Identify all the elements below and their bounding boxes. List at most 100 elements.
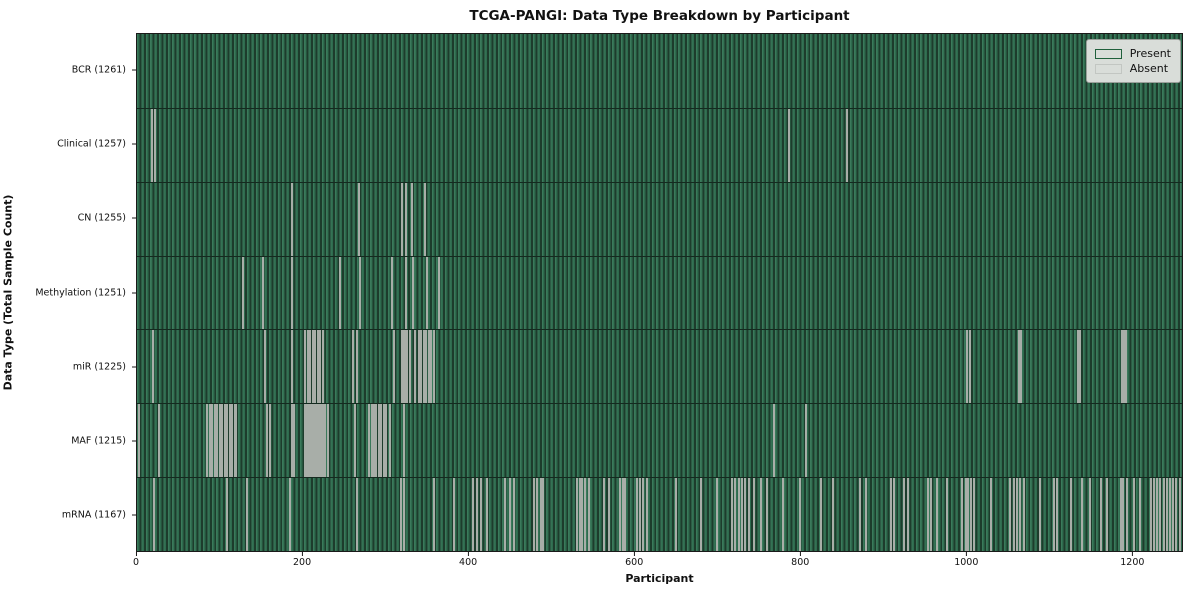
absent-stripe bbox=[289, 478, 292, 551]
absent-stripe bbox=[235, 404, 238, 478]
absent-stripe bbox=[674, 478, 677, 551]
absent-stripe bbox=[1080, 478, 1083, 551]
x-tick-mark bbox=[1131, 552, 1133, 556]
absent-stripe bbox=[402, 404, 405, 478]
absent-stripe bbox=[377, 404, 380, 478]
x-tick-mark bbox=[135, 552, 137, 556]
absent-stripe bbox=[228, 404, 231, 478]
absent-stripe bbox=[619, 478, 622, 551]
absent-stripe bbox=[536, 478, 539, 551]
absent-stripe bbox=[1162, 478, 1165, 551]
absent-stripe bbox=[373, 404, 375, 478]
x-tick-label: 400 bbox=[459, 557, 478, 568]
absent-stripe bbox=[542, 478, 545, 551]
absent-stripe bbox=[716, 478, 719, 551]
absent-stripe bbox=[906, 478, 909, 551]
legend-swatch-absent-icon bbox=[1094, 63, 1122, 74]
absent-stripe bbox=[151, 330, 154, 404]
absent-stripe bbox=[967, 478, 970, 551]
absent-stripe bbox=[642, 478, 645, 551]
absent-stripe bbox=[859, 478, 862, 551]
absent-stripe bbox=[216, 404, 219, 478]
heatmap-row-maf bbox=[137, 403, 1182, 478]
heatmap-row-bcr bbox=[137, 34, 1182, 108]
x-tick-mark bbox=[633, 552, 635, 556]
absent-stripe bbox=[576, 478, 579, 551]
absent-stripe bbox=[426, 256, 429, 330]
x-tick: 600 bbox=[625, 552, 643, 568]
absent-stripe bbox=[339, 256, 342, 330]
absent-stripe bbox=[753, 478, 756, 551]
absent-stripe bbox=[319, 404, 322, 478]
absent-stripe bbox=[326, 404, 329, 478]
y-tick-mark bbox=[132, 217, 136, 219]
absent-stripe bbox=[961, 478, 964, 551]
absent-stripe bbox=[307, 404, 310, 478]
absent-stripe bbox=[935, 478, 938, 551]
x-tick-label: 1000 bbox=[954, 557, 979, 568]
absent-stripe bbox=[312, 404, 315, 478]
absent-stripe bbox=[1020, 330, 1023, 404]
absent-stripe bbox=[315, 404, 318, 478]
absent-stripe bbox=[401, 182, 404, 256]
absent-stripe bbox=[427, 330, 430, 404]
absent-stripe bbox=[929, 478, 932, 551]
heatmap-row-mir bbox=[137, 329, 1182, 404]
legend-label-present: Present bbox=[1129, 47, 1171, 60]
absent-stripe bbox=[314, 330, 317, 404]
absent-stripe bbox=[226, 404, 229, 478]
absent-stripe bbox=[1149, 478, 1152, 551]
absent-stripe bbox=[1119, 478, 1122, 551]
absent-stripe bbox=[1089, 478, 1091, 551]
absent-stripe bbox=[969, 478, 972, 551]
absent-stripe bbox=[926, 478, 929, 551]
absent-stripe bbox=[409, 330, 412, 404]
absent-stripe bbox=[422, 330, 425, 404]
x-tick: 1200 bbox=[1120, 552, 1144, 568]
absent-stripe bbox=[1069, 478, 1072, 551]
y-tick-label: mRNA (1167) bbox=[61, 509, 126, 521]
absent-stripe bbox=[584, 478, 587, 551]
absent-stripe bbox=[375, 404, 378, 478]
x-tick: 800 bbox=[791, 552, 809, 568]
absent-stripe bbox=[581, 478, 584, 551]
absent-stripe bbox=[1019, 478, 1022, 551]
y-tick-label: Clinical (1257) bbox=[57, 138, 126, 150]
absent-stripe bbox=[211, 404, 214, 478]
absent-stripe bbox=[479, 478, 482, 551]
absent-stripe bbox=[261, 256, 264, 330]
absent-stripe bbox=[404, 256, 407, 330]
y-axis: BCR (1261) Clinical (1257) CN (1255) Methyl… bbox=[0, 33, 136, 552]
absent-stripe bbox=[290, 330, 293, 404]
heatmap-row-clinical bbox=[137, 107, 1182, 182]
absent-stripe bbox=[138, 404, 141, 478]
absent-stripe bbox=[424, 182, 427, 256]
absent-stripe bbox=[322, 404, 325, 478]
absent-stripe bbox=[608, 478, 611, 551]
absent-stripe bbox=[402, 330, 405, 404]
absent-stripe bbox=[358, 182, 361, 256]
absent-stripe bbox=[508, 478, 511, 551]
absent-stripe bbox=[218, 404, 221, 478]
absent-stripe bbox=[782, 478, 785, 551]
y-tick-label: Methylation (1251) bbox=[35, 287, 126, 298]
absent-stripe bbox=[233, 404, 236, 478]
x-tick: 1000 bbox=[954, 552, 978, 568]
absent-stripe bbox=[819, 478, 822, 551]
absent-stripe bbox=[731, 478, 733, 551]
absent-stripe bbox=[317, 404, 320, 478]
absent-stripe bbox=[293, 404, 296, 478]
absent-stripe bbox=[352, 330, 355, 404]
absent-stripe bbox=[311, 330, 314, 404]
absent-stripe bbox=[304, 404, 307, 478]
legend-item-absent: Absent bbox=[1094, 62, 1171, 75]
absent-stripe bbox=[305, 404, 308, 478]
absent-stripe bbox=[268, 404, 271, 478]
absent-stripe bbox=[639, 478, 642, 551]
absent-stripe bbox=[1122, 478, 1125, 551]
absent-stripe bbox=[972, 478, 975, 551]
absent-stripe bbox=[539, 478, 542, 551]
absent-stripe bbox=[1152, 478, 1155, 551]
absent-stripe bbox=[1171, 478, 1174, 551]
absent-stripe bbox=[760, 478, 763, 551]
